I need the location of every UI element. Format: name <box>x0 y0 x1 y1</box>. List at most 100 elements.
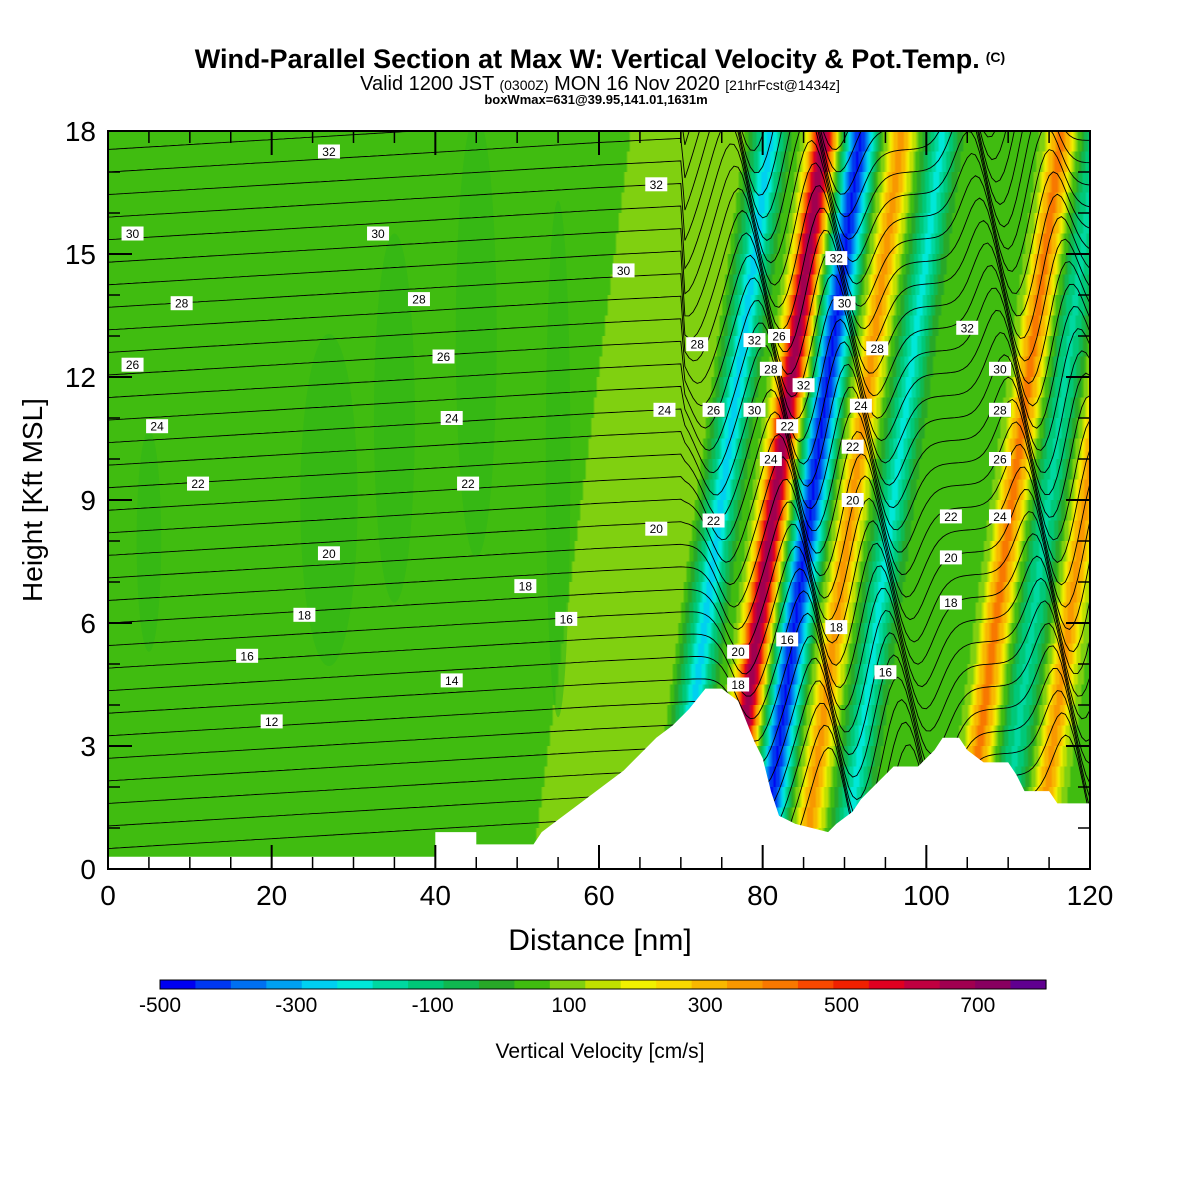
downdraft-patch <box>300 333 358 667</box>
theta-label: 28 <box>866 341 889 356</box>
downdraft-patch <box>455 131 497 558</box>
velocity-strip <box>108 582 1090 604</box>
label-bg <box>841 439 864 454</box>
theta-label-text: 32 <box>650 178 664 192</box>
colorbar-swatch <box>762 980 799 989</box>
valid-date: MON 16 Nov 2020 <box>554 73 720 95</box>
theta-label: 30 <box>121 226 144 241</box>
theta-label: 24 <box>146 419 169 434</box>
theta-label: 28 <box>686 337 709 352</box>
y-tick-label: 15 <box>65 239 96 270</box>
colorbar-swatch <box>727 980 764 989</box>
theta-contour-labels: 32 32 30 30 32 30 28 28 30 32 32 26 28 28 26 26 28 30 32 24… <box>121 144 1011 729</box>
theta-contour <box>108 395 1090 541</box>
theta-label: 30 <box>612 263 635 278</box>
theta-label-text: 30 <box>838 297 852 311</box>
theta-label: 18 <box>825 620 848 635</box>
label-bg <box>555 611 578 626</box>
theta-contour <box>108 555 1090 697</box>
theta-label-text: 28 <box>764 362 778 376</box>
theta-label-text: 24 <box>150 420 164 434</box>
theta-label-text: 32 <box>961 321 975 335</box>
theta-label: 28 <box>170 296 193 311</box>
theta-label-text: 16 <box>240 649 254 663</box>
colorbar-swatch <box>408 980 445 989</box>
theta-label-text: 32 <box>830 252 844 266</box>
velocity-strip <box>108 356 1090 378</box>
theta-label: 30 <box>833 296 856 311</box>
label-bg <box>874 665 897 680</box>
colorbar-swatch <box>939 980 976 989</box>
theta-label: 24 <box>988 509 1011 524</box>
theta-label-text: 28 <box>993 403 1007 417</box>
label-bg <box>121 357 144 372</box>
label-bg <box>121 226 144 241</box>
theta-label-text: 32 <box>748 334 762 348</box>
label-bg <box>866 341 889 356</box>
theta-label: 22 <box>457 476 480 491</box>
theta-label-text: 24 <box>658 403 672 417</box>
velocity-strip <box>108 233 1090 255</box>
theta-label: 24 <box>653 402 676 417</box>
label-bg <box>727 644 750 659</box>
velocity-strip <box>108 192 1090 214</box>
colorbar-tick-label: 300 <box>688 994 723 1017</box>
theta-label-text: 16 <box>781 633 795 647</box>
label-bg <box>457 476 480 491</box>
label-bg <box>645 177 668 192</box>
colorbar-swatch <box>514 980 551 989</box>
theta-contour <box>108 171 1090 317</box>
theta-contour <box>108 489 1090 630</box>
label-bg <box>653 402 676 417</box>
theta-label: 26 <box>988 452 1011 467</box>
colorbar-swatch <box>585 980 622 989</box>
y-tick-label: 3 <box>80 731 96 762</box>
velocity-strip <box>108 172 1090 194</box>
colorbar-tick-label: 700 <box>960 994 995 1017</box>
x-tick-label: 20 <box>256 880 287 911</box>
label-bg <box>759 361 782 376</box>
theta-contour <box>108 131 1090 241</box>
theta-label: 28 <box>407 292 430 307</box>
label-bg <box>939 595 962 610</box>
label-bg <box>645 521 668 536</box>
theta-label-text: 22 <box>707 514 721 528</box>
chart-title: Wind-Parallel Section at Max W: Vertical… <box>0 44 1200 75</box>
colorbar-swatch <box>975 980 1012 989</box>
x-axis-label: Distance [nm] <box>508 924 691 957</box>
theta-label-text: 22 <box>846 440 860 454</box>
colorbar-swatch <box>337 980 374 989</box>
label-bg <box>939 550 962 565</box>
label-bg <box>187 476 210 491</box>
colorbar-swatch <box>372 980 409 989</box>
theta-contour <box>108 600 1090 742</box>
velocity-strip <box>108 520 1090 542</box>
theta-label-text: 12 <box>265 715 279 729</box>
theta-label: 22 <box>702 513 725 528</box>
label-bg <box>146 419 169 434</box>
theta-label: 30 <box>367 226 390 241</box>
colorbar-swatch <box>195 980 232 989</box>
theta-label: 22 <box>841 439 864 454</box>
theta-label-text: 22 <box>461 477 475 491</box>
theta-label-text: 24 <box>445 412 459 426</box>
downdraft-patch <box>545 200 571 718</box>
theta-label: 32 <box>792 378 815 393</box>
theta-contour <box>108 533 1090 675</box>
theta-label: 26 <box>432 349 455 364</box>
velocity-strip <box>108 459 1090 481</box>
label-bg <box>440 411 463 425</box>
theta-label: 28 <box>759 361 782 376</box>
velocity-strip <box>108 643 1090 665</box>
theta-contour <box>108 283 1090 429</box>
label-bg <box>988 361 1011 376</box>
theta-label-text: 16 <box>879 666 893 680</box>
label-bg <box>792 378 815 393</box>
theta-label: 18 <box>514 579 537 594</box>
y-axis-label: Height [Kft MSL] <box>17 398 48 602</box>
theta-label: 20 <box>645 521 668 536</box>
theta-label-text: 20 <box>650 522 664 536</box>
theta-label-text: 30 <box>126 227 140 241</box>
label-bg <box>825 620 848 635</box>
theta-contour <box>108 350 1090 496</box>
